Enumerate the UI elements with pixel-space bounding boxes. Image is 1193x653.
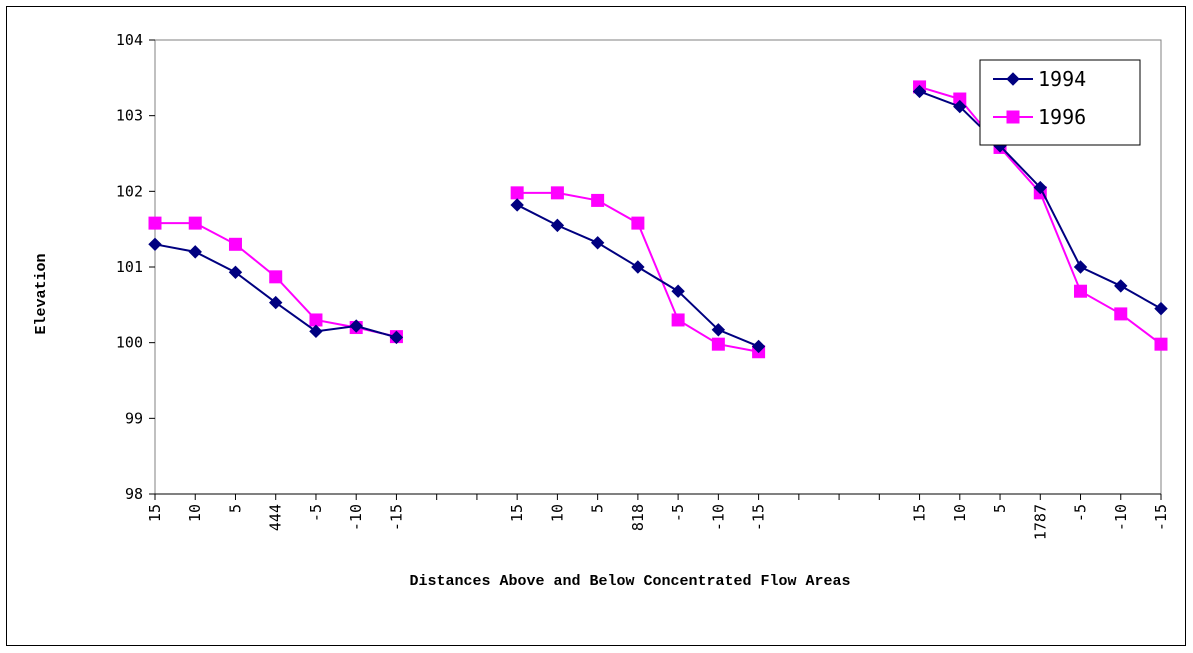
data-point-1996: [591, 193, 605, 207]
data-point-1994: [269, 295, 283, 310]
x-tick-label: 444: [267, 504, 285, 531]
data-point-1994: [228, 265, 243, 280]
data-point-1996: [510, 186, 524, 200]
data-point-1996: [1154, 337, 1168, 351]
x-tick-label: -15: [750, 504, 768, 531]
data-point-1994: [1114, 279, 1128, 293]
axes: 98 99 100 101 102 103 104 15 10 5 444 -5 -10 -15 15 10 5…: [116, 31, 1170, 540]
data-point-1994: [550, 218, 565, 233]
data-point-1994: [671, 284, 685, 298]
data-point-1994: [631, 260, 645, 274]
x-tick-label: 818: [629, 504, 647, 531]
data-point-1994: [510, 198, 524, 212]
data-point-1994: [953, 99, 967, 114]
legend-label-1996: 1996: [1038, 105, 1086, 129]
data-point-1996: [1074, 284, 1088, 298]
data-point-1996: [671, 313, 685, 327]
x-tick-label: -15: [1152, 504, 1170, 531]
data-point-1994: [1033, 180, 1047, 195]
x-tick-label: 15: [146, 504, 164, 522]
data-point-1996: [550, 186, 564, 200]
x-tick-label: 10: [186, 504, 204, 522]
data-point-1994: [148, 237, 162, 252]
x-tick-label: 15: [508, 504, 526, 522]
x-tick-label: 15: [911, 504, 929, 522]
legend: 1994 1996: [979, 59, 1141, 146]
data-point-1994: [751, 339, 766, 354]
data-point-1996: [148, 216, 162, 230]
x-tick-label: -5: [1072, 504, 1090, 522]
series-1996: [148, 80, 1168, 359]
x-tick-label: 10: [951, 504, 969, 522]
data-point-1994: [309, 324, 323, 339]
x-axis-title: Distances Above and Below Concentrated F…: [409, 573, 850, 590]
data-point-1994: [912, 84, 927, 99]
x-tick-label: -10: [709, 504, 727, 531]
legend-marker-1994: [1006, 72, 1020, 86]
x-tick-label: 5: [991, 504, 1009, 513]
legend-marker-shape-1994: [1006, 72, 1020, 86]
y-tick-label: 104: [116, 31, 143, 49]
legend-box: [979, 59, 1141, 146]
data-point-1994: [590, 236, 605, 250]
data-point-1994: [349, 319, 363, 333]
x-tick-label: 5: [589, 504, 607, 513]
data-point-1994: [188, 245, 202, 259]
data-point-1996: [228, 237, 242, 251]
y-tick-label: 101: [116, 258, 143, 276]
series-layer: [148, 80, 1168, 359]
legend-label-1994: 1994: [1038, 67, 1086, 91]
x-tick-label: -10: [347, 504, 365, 531]
series-1994: [148, 84, 1168, 354]
data-point-1996: [1114, 307, 1128, 321]
y-tick-label: 100: [116, 334, 143, 352]
x-tick-label: -10: [1112, 504, 1130, 531]
y-tick-label: 99: [125, 409, 143, 427]
x-tick-label: 10: [548, 504, 566, 522]
data-point-1994: [389, 330, 404, 345]
y-tick-label: 103: [116, 107, 143, 125]
data-point-1996: [631, 216, 645, 230]
data-point-1996: [309, 313, 323, 327]
data-point-1994: [1073, 260, 1088, 274]
data-point-1996: [711, 337, 725, 351]
data-point-1996: [269, 270, 283, 284]
y-tick-label: 102: [116, 182, 143, 200]
legend-marker-1996: [1006, 110, 1020, 124]
data-point-1996: [188, 216, 202, 230]
legend-marker-shape-1996: [1006, 110, 1020, 124]
x-tick-label: -15: [387, 504, 405, 531]
data-point-1994: [711, 323, 726, 337]
data-point-1994: [1154, 301, 1168, 316]
y-tick-label: 98: [125, 485, 143, 503]
x-tick-label: 5: [226, 504, 244, 513]
x-tick-label: -5: [307, 504, 325, 522]
y-axis-title: Elevation: [33, 253, 50, 334]
x-tick-label: 1787: [1031, 504, 1049, 540]
x-tick-label: -5: [669, 504, 687, 522]
